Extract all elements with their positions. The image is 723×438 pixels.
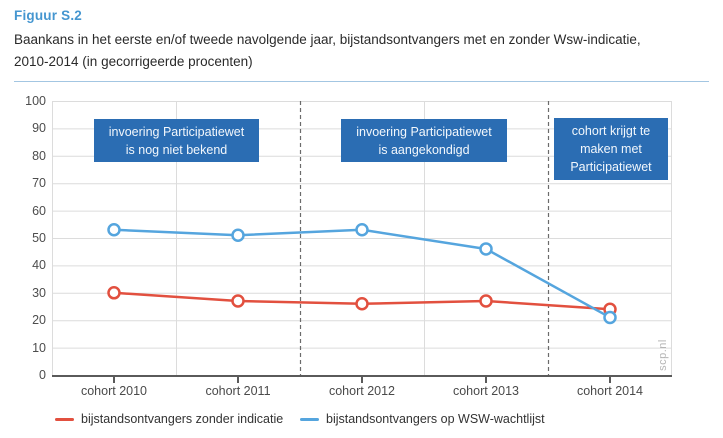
x-axis-tick xyxy=(113,377,115,383)
legend-item: bijstandsontvangers op WSW-wachtlijst xyxy=(300,410,545,428)
legend: bijstandsontvangers zonder indicatie bij… xyxy=(0,410,723,428)
y-axis-tick-label: 90 xyxy=(32,121,46,136)
x-axis-tick xyxy=(609,377,611,383)
y-axis-tick-label: 80 xyxy=(32,148,46,163)
y-axis: 0 10 20 30 40 50 60 70 80 90 100 xyxy=(0,94,46,382)
legend-swatch-red-line xyxy=(55,417,74,421)
legend-swatch-blue-line xyxy=(300,417,319,421)
legend-label: bijstandsontvangers zonder indicatie xyxy=(81,412,284,426)
annotation-box: invoering Participatiewet is nog niet be… xyxy=(94,119,259,162)
x-axis-tick xyxy=(485,377,487,383)
y-axis-tick-label: 0 xyxy=(39,368,46,382)
y-axis-tick-label: 70 xyxy=(32,176,46,191)
x-axis-label: cohort 2010 xyxy=(80,384,148,398)
y-axis-tick-label: 100 xyxy=(25,94,46,108)
x-axis-label: cohort 2013 xyxy=(452,384,520,398)
figure-title: Baankans in het eerste en/of tweede navo… xyxy=(14,32,641,69)
x-axis-label: cohort 2014 xyxy=(576,384,644,398)
y-axis-tick-label: 50 xyxy=(32,231,46,245)
y-axis-tick-label: 40 xyxy=(32,258,46,273)
plot-area: invoering Participatiewet is nog niet be… xyxy=(52,101,672,377)
x-axis-label: cohort 2011 xyxy=(205,384,271,398)
y-axis-tick-label: 20 xyxy=(32,313,46,328)
x-axis-tick xyxy=(361,377,363,383)
y-axis-tick-label: 60 xyxy=(32,203,46,218)
legend-label: bijstandsontvangers op WSW-wachtlijst xyxy=(326,412,545,426)
y-axis-tick-label: 10 xyxy=(32,340,46,355)
watermark: scp.nl xyxy=(657,339,669,371)
figure-number: Figuur S.2 xyxy=(14,8,83,23)
legend-item: bijstandsontvangers zonder indicatie xyxy=(55,410,283,428)
annotation-box: cohort krijgt te maken met Participatiew… xyxy=(554,118,668,180)
x-axis-label: cohort 2012 xyxy=(328,384,396,398)
annotation-box: invoering Participatiewet is aangekondig… xyxy=(341,119,507,162)
y-axis-tick-label: 30 xyxy=(32,285,46,300)
x-axis-tick xyxy=(237,377,239,383)
title-divider xyxy=(14,81,709,82)
